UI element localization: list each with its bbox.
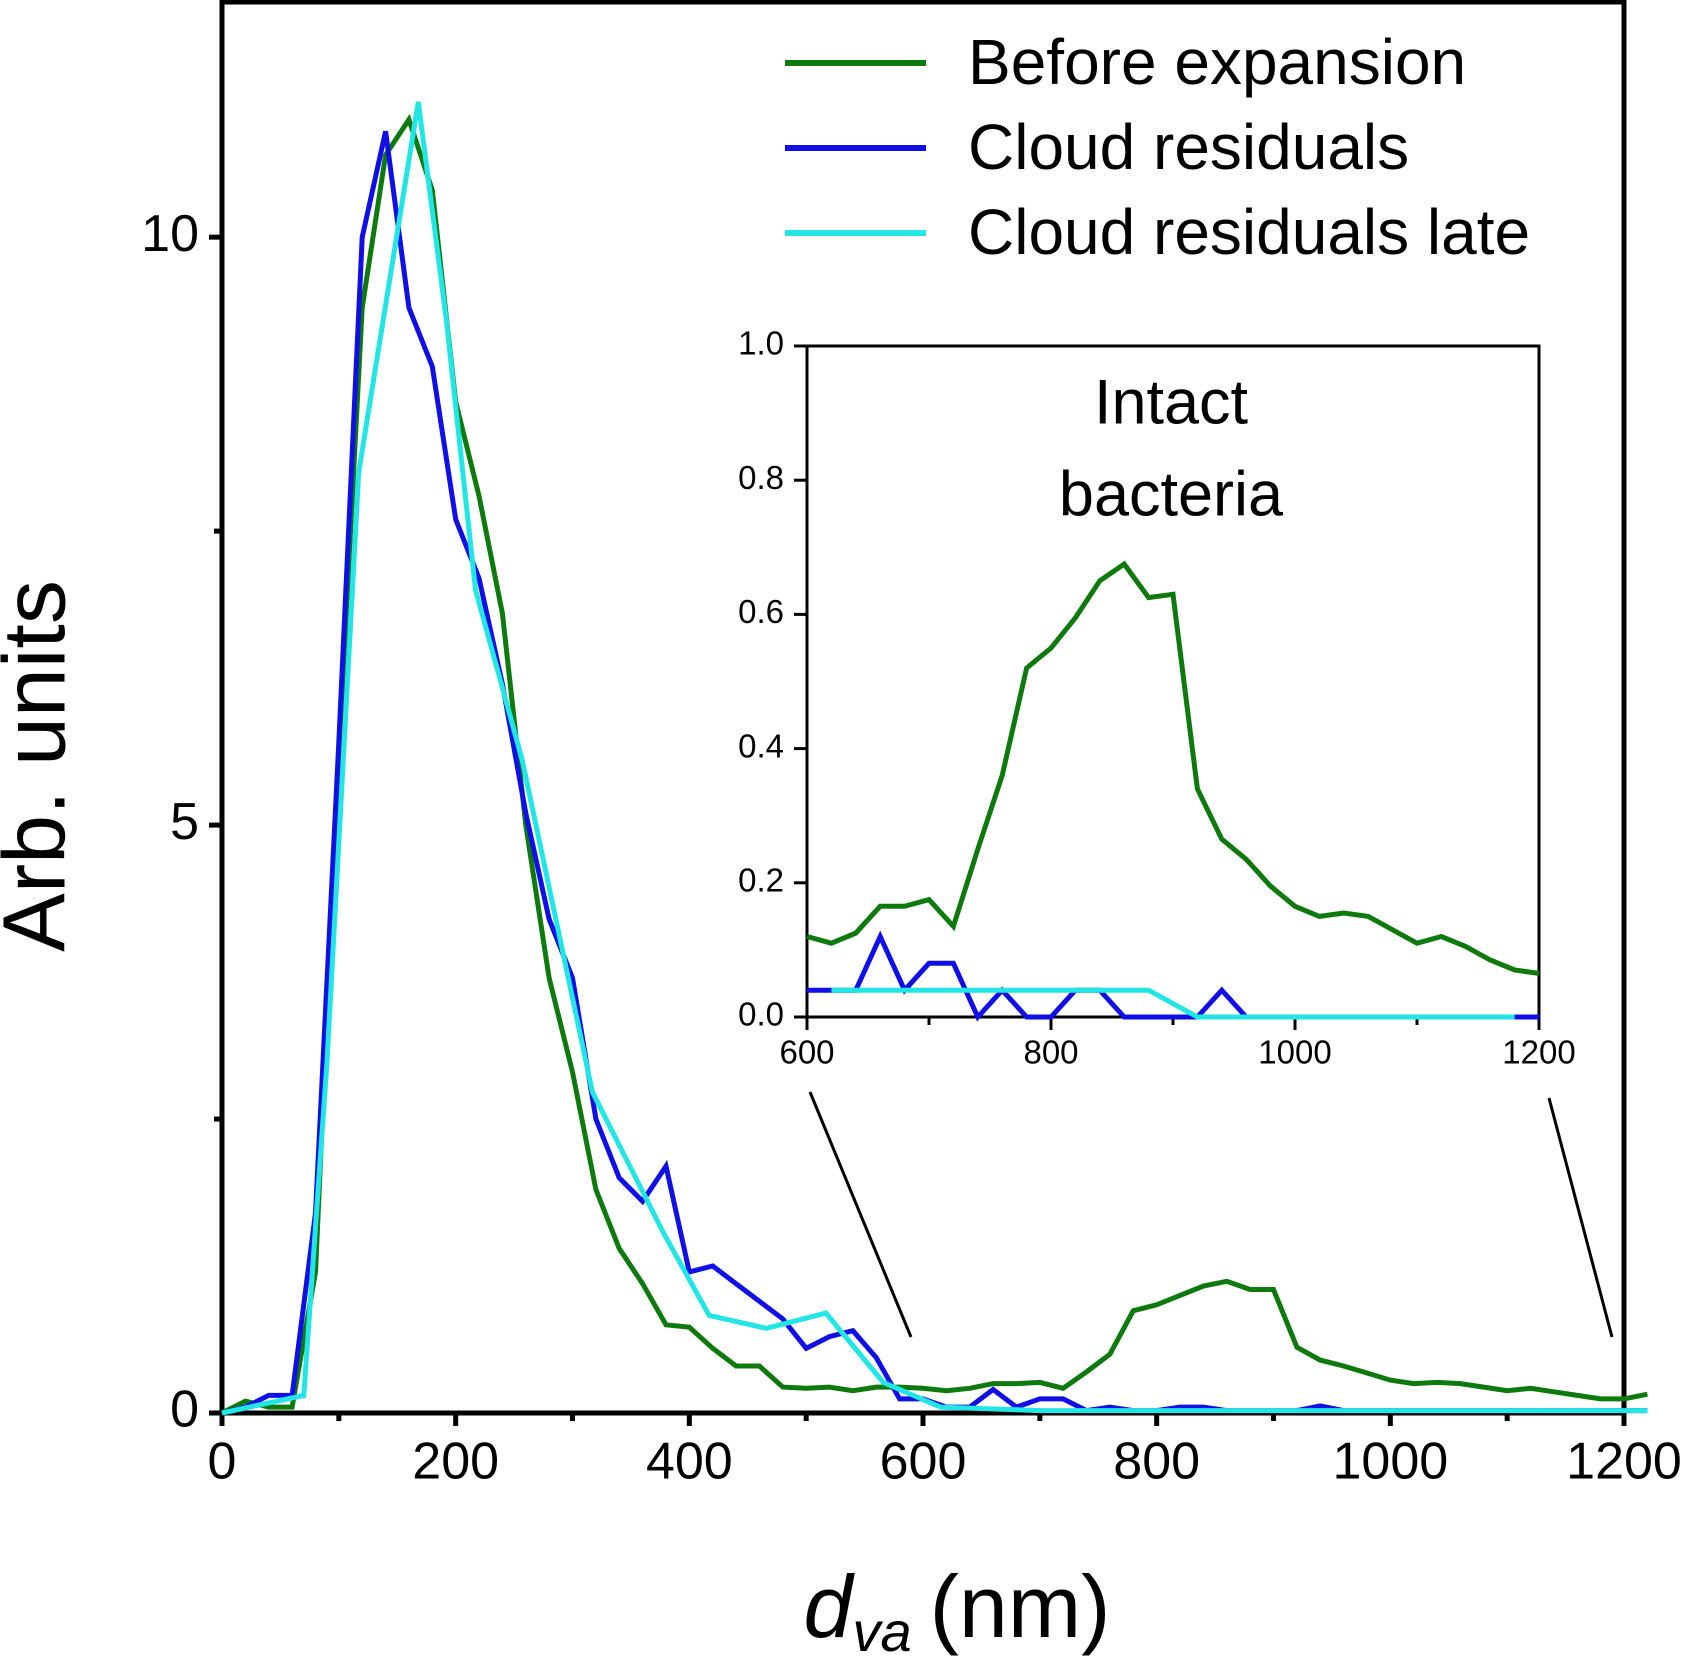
legend-label: Cloud residuals <box>968 111 1409 183</box>
legend-label: Cloud residuals late <box>968 196 1530 268</box>
y-tick-label: 0.0 <box>738 996 784 1033</box>
y-axis-label: Arb. units <box>0 580 83 952</box>
data-line <box>220 113 1648 1416</box>
x-tick-label: 400 <box>646 1433 733 1491</box>
y-tick-label: 0.2 <box>738 862 784 899</box>
legend-label: Before expansion <box>968 26 1466 98</box>
y-tick-label: 0.6 <box>738 593 784 630</box>
x-tick-label: 1200 <box>1502 1033 1575 1070</box>
data-line <box>806 560 1540 976</box>
x-axis-unit: (nm) <box>930 1557 1111 1656</box>
x-tick-label: 1000 <box>1332 1433 1448 1491</box>
x-tick-label: 1000 <box>1258 1033 1331 1070</box>
y-tick-label: 10 <box>141 205 199 263</box>
x-tick-label: 0 <box>208 1433 237 1491</box>
x-tick-label: 800 <box>1113 1433 1200 1491</box>
y-tick-label: 0.4 <box>738 727 784 764</box>
data-line <box>221 101 1648 1416</box>
x-tick-label: 600 <box>880 1433 967 1491</box>
zoom-connector <box>1547 1097 1614 1338</box>
y-tick-label: 1.0 <box>738 325 784 362</box>
x-tick-label: 1200 <box>1566 1433 1682 1491</box>
x-tick-label: 600 <box>779 1033 834 1070</box>
plot-frame <box>805 344 1541 1019</box>
y-tick-label: 5 <box>170 793 199 851</box>
x-axis-symbol: d <box>804 1557 856 1656</box>
y-tick-label: 0 <box>170 1381 199 1439</box>
y-tick-label: 0.8 <box>738 459 784 496</box>
zoom-connector <box>808 1091 913 1338</box>
data-line <box>831 987 1515 1020</box>
x-axis-label: dva (nm) <box>804 1557 1111 1663</box>
x-axis-subscript: va <box>852 1600 911 1663</box>
x-tick-label: 200 <box>412 1433 499 1491</box>
x-tick-label: 800 <box>1023 1033 1078 1070</box>
inset-title: Intact <box>1094 368 1249 438</box>
inset-title: bacteria <box>1059 460 1284 530</box>
